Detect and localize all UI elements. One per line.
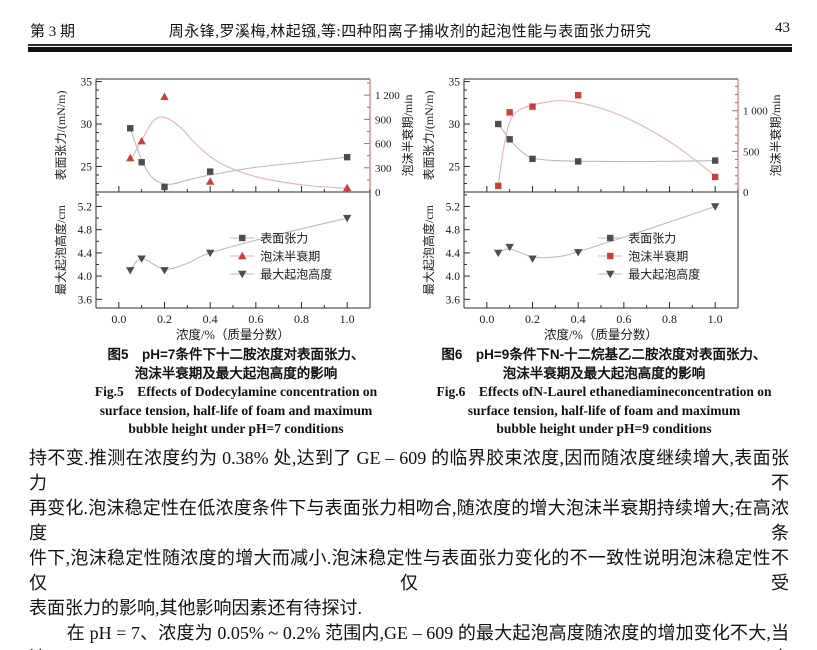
figure5-caption-zh-line1: 图5 pH=7条件下十二胺浓度对表面张力、 (107, 347, 365, 362)
svg-text:泡沫半衰期/min: 泡沫半衰期/min (400, 94, 415, 176)
svg-text:600: 600 (375, 139, 392, 151)
svg-text:0.6: 0.6 (616, 312, 631, 326)
svg-text:表面张力: 表面张力 (260, 232, 308, 246)
svg-text:0.2: 0.2 (525, 312, 540, 326)
figure5-caption-en-line2: surface tension, half-life of foam and m… (99, 402, 373, 418)
svg-text:3.6: 3.6 (78, 294, 93, 306)
svg-text:4.4: 4.4 (78, 248, 93, 260)
svg-text:1.0: 1.0 (340, 312, 355, 326)
svg-text:最大起泡高度: 最大起泡高度 (628, 267, 700, 282)
svg-text:最大起泡高度/cm: 最大起泡高度/cm (53, 204, 68, 295)
svg-text:4.0: 4.0 (78, 271, 93, 283)
header-running-title: 周永锋,罗溪梅,林起镪,等:四种阳离子捕收剂的起泡性能与表面张力研究 (168, 24, 652, 40)
svg-text:0.4: 0.4 (571, 312, 586, 326)
svg-text:300: 300 (375, 163, 392, 175)
svg-text:0.6: 0.6 (248, 312, 263, 326)
svg-text:0: 0 (375, 187, 381, 199)
svg-text:30: 30 (81, 119, 93, 131)
svg-text:1.0: 1.0 (708, 312, 723, 326)
svg-text:泡沫半衰期: 泡沫半衰期 (260, 249, 320, 264)
svg-text:500: 500 (743, 146, 760, 158)
body-line: 在 pH = 7、浓度为 0.05% ~ 0.2% 范围内,GE – 609 的… (29, 623, 789, 650)
figure5-caption: 图5 pH=7条件下十二胺浓度对表面张力、 泡沫半衰期及最大起泡高度的影响 Fi… (52, 346, 420, 439)
svg-text:表面张力: 表面张力 (628, 232, 676, 246)
svg-text:5.2: 5.2 (78, 202, 93, 214)
figure5-caption-en-line1: Fig.5 Effects of Dodecylamine concentrat… (94, 384, 378, 399)
svg-text:25: 25 (81, 162, 93, 174)
svg-text:35: 35 (81, 77, 93, 89)
svg-text:浓度/%（质量分数）: 浓度/%（质量分数） (544, 327, 658, 342)
page-header: 第 3 期 周永锋,罗溪梅,林起镪,等:四种阳离子捕收剂的起泡性能与表面张力研究… (28, 20, 792, 42)
figure5-caption-en-line3: bubble height under pH=7 conditions (128, 421, 344, 436)
body-line: 持不变.推测在浓度约为 0.38% 处,达到了 GE – 609 的临界胶束浓度… (29, 448, 789, 493)
figure6-chart: 25 30 35 表面张力/(mN/m) 0 500 1 000 泡沫半衰期/min 3.6 4.… (420, 72, 788, 349)
svg-text:4.8: 4.8 (446, 225, 461, 237)
figure6-caption-en-line1: Fig.6 Effects ofN-Laurel ethanediamineco… (436, 384, 772, 399)
header-issue: 第 3 期 (30, 24, 76, 40)
figure6-caption-en-line2: surface tension, half-life of foam and m… (467, 402, 741, 418)
svg-text:0.0: 0.0 (111, 312, 126, 326)
svg-text:表面张力/(mN/m): 表面张力/(mN/m) (54, 91, 68, 181)
svg-text:4.8: 4.8 (78, 225, 93, 237)
svg-text:0.8: 0.8 (294, 312, 309, 326)
svg-text:0.2: 0.2 (157, 312, 172, 326)
header-rule-thin (28, 44, 792, 46)
svg-text:最大起泡高度/cm: 最大起泡高度/cm (421, 204, 436, 295)
svg-text:30: 30 (449, 119, 461, 131)
svg-text:35: 35 (449, 77, 461, 89)
body-line: 再变化.泡沫稳定性在低浓度条件下与表面张力相吻合,随浓度的增大泡沫半衰期持续增大… (29, 498, 789, 543)
svg-text:泡沫半衰期: 泡沫半衰期 (628, 249, 688, 264)
figure5-caption-zh-line2: 泡沫半衰期及最大起泡高度的影响 (134, 365, 338, 381)
svg-text:1 000: 1 000 (743, 106, 768, 118)
figure6-caption-en-line3: bubble height under pH=9 conditions (496, 421, 712, 436)
svg-text:900: 900 (375, 114, 392, 126)
figure6-caption-zh-line1: 图6 pH=9条件下N-十二烷基乙二胺浓度对表面张力、 (441, 347, 767, 362)
svg-text:0: 0 (743, 187, 749, 199)
body-text: 持不变.推测在浓度约为 0.38% 处,达到了 GE – 609 的临界胶束浓度… (29, 446, 789, 650)
svg-text:3.6: 3.6 (446, 294, 461, 306)
figure6-caption: 图6 pH=9条件下N-十二烷基乙二胺浓度对表面张力、 泡沫半衰期及最大起泡高度… (420, 346, 788, 439)
header-rule-thick (28, 47, 792, 52)
svg-text:浓度/%（质量分数）: 浓度/%（质量分数） (176, 327, 290, 342)
svg-text:1 200: 1 200 (375, 90, 400, 102)
svg-text:5.2: 5.2 (446, 202, 461, 214)
svg-text:表面张力/(mN/m): 表面张力/(mN/m) (422, 91, 436, 181)
svg-text:0.8: 0.8 (662, 312, 677, 326)
svg-text:0.4: 0.4 (203, 312, 218, 326)
svg-text:25: 25 (449, 162, 461, 174)
body-line: 件下,泡沫稳定性随浓度的增大而减小.泡沫稳定性与表面张力变化的不一致性说明泡沫稳… (29, 548, 789, 593)
svg-text:泡沫半衰期/min: 泡沫半衰期/min (768, 94, 783, 176)
svg-text:4.0: 4.0 (446, 271, 461, 283)
body-line: 表面张力的影响,其他影响因素还有待探讨. (29, 598, 362, 618)
header-page-number: 43 (775, 20, 790, 36)
svg-text:4.4: 4.4 (446, 248, 461, 260)
figure6-caption-zh-line2: 泡沫半衰期及最大起泡高度的影响 (502, 365, 706, 381)
svg-text:0.0: 0.0 (479, 312, 494, 326)
figure5-chart: 25 30 35 表面张力/(mN/m) 0 300 600 900 1 200 泡沫半衰期/mi… (52, 72, 420, 349)
svg-text:最大起泡高度: 最大起泡高度 (260, 267, 332, 282)
